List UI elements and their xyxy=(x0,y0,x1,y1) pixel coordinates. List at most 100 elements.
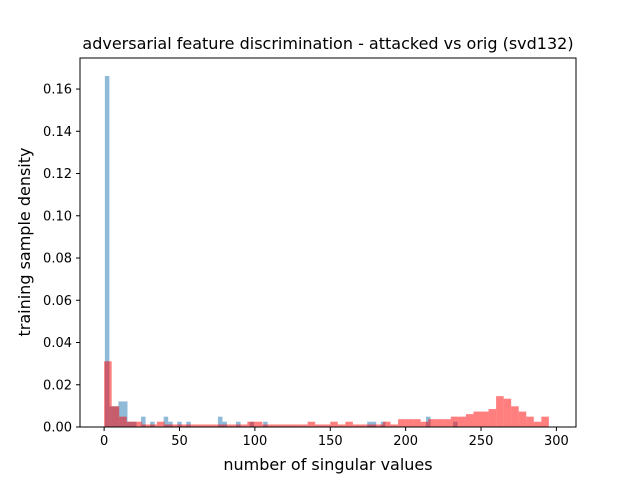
histogram-bar xyxy=(473,411,482,427)
histogram-bar xyxy=(217,424,225,427)
histogram-bar xyxy=(488,409,497,427)
histogram-bar xyxy=(367,421,372,427)
histogram-bar xyxy=(465,414,474,427)
histogram-bar xyxy=(300,424,308,427)
histogram-bar xyxy=(209,424,218,427)
histogram-series-2 xyxy=(104,361,549,427)
x-tick-label: 50 xyxy=(171,434,188,449)
x-tick-label: 300 xyxy=(544,434,569,449)
histogram-bar xyxy=(202,424,210,427)
histogram-bar xyxy=(149,424,157,427)
histogram-bar xyxy=(337,424,346,427)
histogram-bar xyxy=(352,424,361,427)
plot-frame xyxy=(79,57,577,428)
x-tick-label: 0 xyxy=(100,434,108,449)
y-tick-label: 0.12 xyxy=(43,167,72,182)
histogram-bar xyxy=(150,421,155,427)
histogram-bar xyxy=(262,424,270,427)
histogram-bar xyxy=(263,421,268,427)
histogram-bar xyxy=(481,411,489,427)
histogram-bar xyxy=(141,424,150,427)
histogram-bar xyxy=(315,424,323,427)
histogram-bar xyxy=(496,396,504,427)
histogram-bar xyxy=(518,411,527,427)
histogram-bar xyxy=(322,424,331,427)
histogram-bar xyxy=(511,406,519,427)
histogram-bar xyxy=(360,424,368,427)
bars-layer xyxy=(104,75,549,427)
histogram-bar xyxy=(126,421,135,427)
y-tick-label: 0.06 xyxy=(43,294,72,309)
x-tick-label: 150 xyxy=(318,434,343,449)
histogram-bar xyxy=(186,421,191,427)
histogram-bar xyxy=(177,421,182,427)
y-tick-label: 0.16 xyxy=(43,83,72,98)
histogram-bar xyxy=(277,424,286,427)
y-axis: 0.00 0.02 0.04 0.06 0.08 0.10 0.12 0.14 0.16 xyxy=(43,83,80,436)
x-axis: 0 50 100 150 200 250 300 xyxy=(100,427,569,449)
x-tick-label: 100 xyxy=(242,434,267,449)
histogram-bar xyxy=(533,421,542,427)
histogram-bar xyxy=(156,421,165,427)
histogram-bar xyxy=(443,419,451,427)
histogram-bar xyxy=(420,421,429,427)
histogram-bar xyxy=(330,421,338,427)
histogram-bar xyxy=(526,416,534,427)
histogram-bar xyxy=(390,424,399,427)
histogram-bar xyxy=(236,421,241,427)
y-axis-label: training sample density xyxy=(15,148,34,337)
histogram-bar xyxy=(383,421,391,427)
histogram-bar xyxy=(398,419,406,427)
histogram-bar xyxy=(141,416,146,427)
histogram-bar xyxy=(405,419,414,427)
x-tick-label: 200 xyxy=(393,434,418,449)
y-tick-label: 0.02 xyxy=(43,378,72,393)
histogram-bar xyxy=(307,421,316,427)
histogram-bar xyxy=(104,361,112,427)
histogram-bar xyxy=(104,75,110,427)
histogram-bar xyxy=(239,424,248,427)
histogram-bar xyxy=(254,421,263,427)
histogram-bar xyxy=(371,421,377,427)
histogram-bar xyxy=(380,421,386,427)
histogram-bar xyxy=(194,424,203,427)
histogram-bar xyxy=(269,424,278,427)
histogram-bar xyxy=(217,416,223,427)
histogram-bar xyxy=(232,424,240,427)
y-tick-label: 0.14 xyxy=(43,125,72,140)
histogram-bar xyxy=(503,398,512,427)
y-tick-label: 0.04 xyxy=(43,336,72,351)
histogram-bar xyxy=(187,424,195,427)
histogram-bar xyxy=(164,424,172,427)
histogram-bar xyxy=(285,424,293,427)
histogram-bar xyxy=(122,401,128,427)
histogram-bar xyxy=(292,424,301,427)
histogram-bar xyxy=(435,419,444,427)
histogram-bar xyxy=(413,419,421,427)
histogram-bar xyxy=(118,401,123,427)
histogram-bar xyxy=(134,421,142,427)
histogram-bar xyxy=(450,416,459,427)
histogram-bar xyxy=(247,421,255,427)
histogram-bar xyxy=(171,424,180,427)
histogram-bar xyxy=(224,424,233,427)
histogram-bar xyxy=(119,416,127,427)
y-tick-label: 0.08 xyxy=(43,252,72,267)
histogram-bar xyxy=(111,406,120,427)
histogram-bar xyxy=(345,421,353,427)
x-axis-label: number of singular values xyxy=(223,455,432,474)
histogram-bar xyxy=(375,424,384,427)
histogram-bar xyxy=(179,424,188,427)
histogram-bar xyxy=(168,421,173,427)
plot-background xyxy=(80,58,576,427)
histogram-bar xyxy=(428,419,436,427)
histogram-bar xyxy=(367,424,376,427)
plot-area xyxy=(79,57,577,428)
y-tick-label: 0.00 xyxy=(43,421,72,436)
histogram-bar xyxy=(458,416,466,427)
histogram-bar xyxy=(541,416,549,427)
histogram-bar xyxy=(163,416,169,427)
x-tick-label: 250 xyxy=(469,434,494,449)
histogram-bar xyxy=(222,421,227,427)
